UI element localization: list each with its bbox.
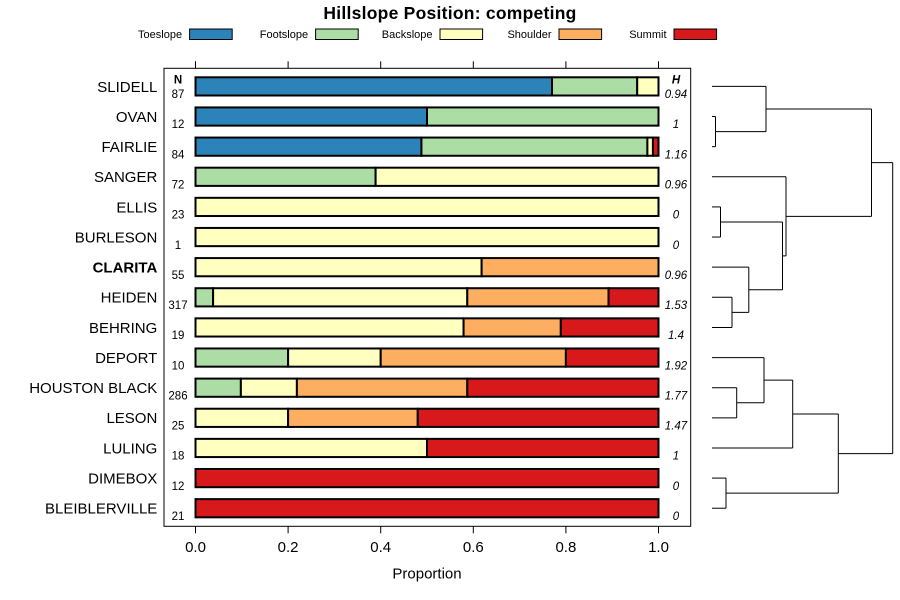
svg-text:Hillslope Position: competing: Hillslope Position: competing (323, 3, 576, 23)
svg-text:Footslope: Footslope (260, 29, 308, 41)
svg-text:12: 12 (172, 119, 185, 131)
svg-text:1: 1 (175, 240, 181, 252)
svg-text:0.94: 0.94 (665, 89, 687, 101)
svg-text:87: 87 (172, 89, 185, 101)
svg-text:23: 23 (172, 210, 185, 222)
svg-text:ELLIS: ELLIS (116, 199, 157, 216)
svg-text:1: 1 (673, 119, 679, 131)
svg-text:CLARITA: CLARITA (93, 260, 158, 277)
svg-text:BURLESON: BURLESON (75, 230, 158, 247)
svg-text:1.77: 1.77 (665, 390, 688, 402)
svg-text:FAIRLIE: FAIRLIE (101, 139, 157, 156)
svg-text:19: 19 (172, 330, 185, 342)
svg-text:HEIDEN: HEIDEN (101, 290, 158, 307)
svg-text:1.4: 1.4 (668, 330, 684, 342)
svg-text:LULING: LULING (103, 440, 157, 457)
svg-text:0.96: 0.96 (665, 270, 688, 282)
svg-text:N: N (174, 75, 182, 87)
svg-text:SLIDELL: SLIDELL (97, 79, 157, 96)
svg-text:H: H (672, 75, 681, 87)
svg-text:0: 0 (673, 511, 680, 523)
svg-text:BLEIBLERVILLE: BLEIBLERVILLE (45, 501, 157, 518)
svg-text:LESON: LESON (106, 410, 157, 427)
svg-text:55: 55 (172, 270, 185, 282)
svg-text:21: 21 (172, 511, 185, 523)
svg-text:0.6: 0.6 (463, 539, 484, 556)
svg-text:DIMEBOX: DIMEBOX (88, 471, 157, 488)
svg-text:12: 12 (172, 481, 185, 493)
svg-text:Shoulder: Shoulder (507, 29, 551, 41)
svg-text:DEPORT: DEPORT (95, 350, 157, 367)
svg-text:1.47: 1.47 (665, 421, 688, 433)
svg-text:1.53: 1.53 (665, 300, 688, 312)
svg-text:Toeslope: Toeslope (138, 29, 182, 41)
svg-text:Backslope: Backslope (382, 29, 433, 41)
svg-text:18: 18 (172, 451, 185, 463)
svg-text:Proportion: Proportion (392, 566, 461, 583)
svg-text:Summit: Summit (629, 29, 666, 41)
svg-text:1.92: 1.92 (665, 360, 688, 372)
svg-text:BEHRING: BEHRING (89, 320, 157, 337)
svg-text:1: 1 (673, 451, 679, 463)
svg-text:0.4: 0.4 (370, 539, 391, 556)
svg-text:25: 25 (172, 421, 185, 433)
svg-text:1.16: 1.16 (665, 149, 688, 161)
svg-text:0.8: 0.8 (555, 539, 576, 556)
svg-text:84: 84 (172, 149, 185, 161)
svg-text:0: 0 (673, 240, 680, 252)
svg-text:SANGER: SANGER (94, 169, 158, 186)
svg-text:72: 72 (172, 180, 185, 192)
svg-text:OVAN: OVAN (116, 109, 157, 126)
svg-text:0.96: 0.96 (665, 180, 688, 192)
svg-text:0.0: 0.0 (185, 539, 206, 556)
svg-text:1.0: 1.0 (648, 539, 669, 556)
svg-text:0: 0 (673, 481, 680, 493)
svg-text:HOUSTON BLACK: HOUSTON BLACK (29, 380, 157, 397)
svg-text:317: 317 (168, 300, 187, 312)
svg-text:10: 10 (172, 360, 185, 372)
svg-text:0.2: 0.2 (278, 539, 299, 556)
svg-text:0: 0 (673, 210, 680, 222)
svg-text:286: 286 (168, 390, 187, 402)
